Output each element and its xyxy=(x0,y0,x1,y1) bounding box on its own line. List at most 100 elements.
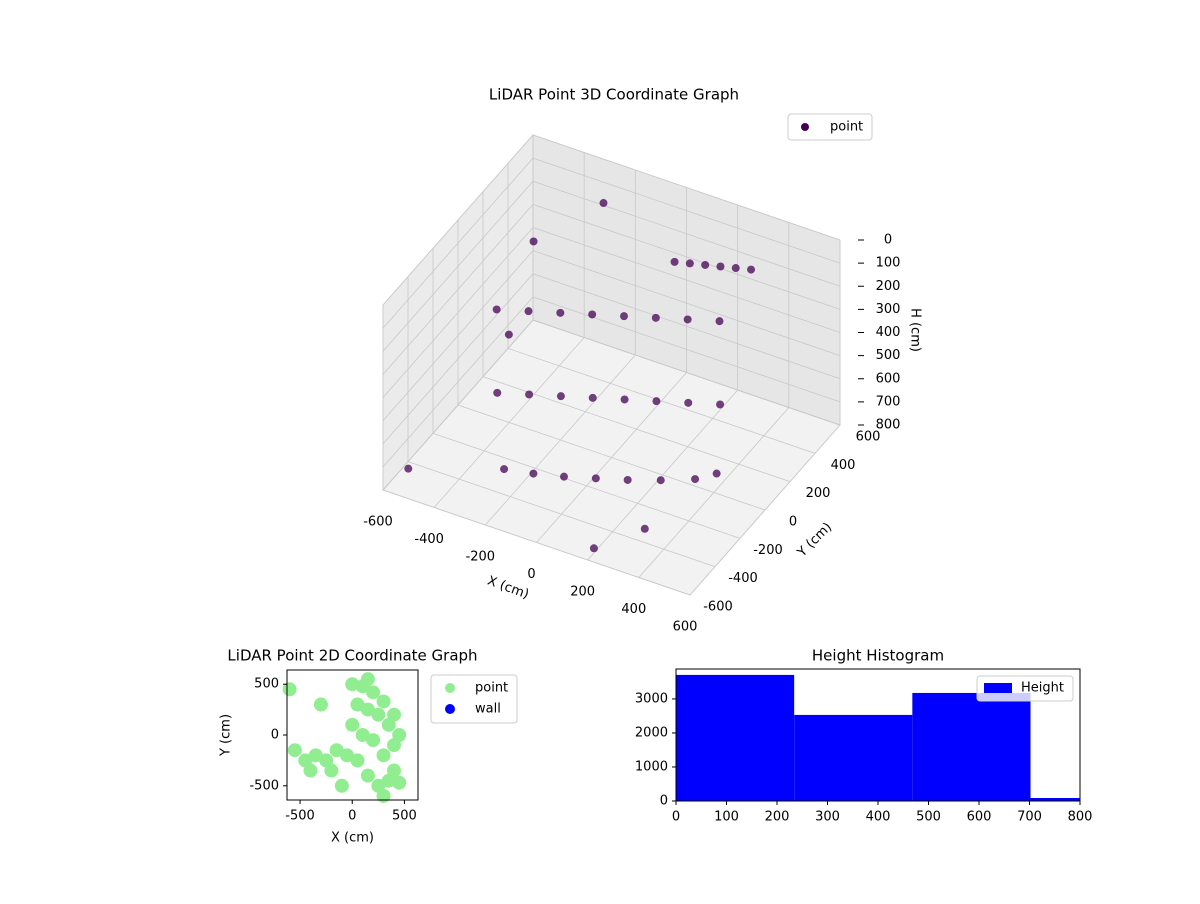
y-tick-label: 2000 xyxy=(635,725,668,740)
y-tick-label: 0 xyxy=(789,515,797,530)
point xyxy=(716,400,725,409)
point xyxy=(381,717,396,732)
grid-line xyxy=(382,134,534,306)
point xyxy=(620,395,629,404)
point xyxy=(355,728,370,742)
point xyxy=(376,788,391,803)
x-tick-label: 500 xyxy=(392,809,417,824)
point xyxy=(350,753,365,768)
legend-marker xyxy=(801,123,809,131)
point xyxy=(329,743,344,758)
point xyxy=(556,392,565,401)
point xyxy=(747,265,756,274)
x-tick-label: 500 xyxy=(916,810,941,825)
point xyxy=(588,393,597,402)
x-tick-label: 700 xyxy=(1017,810,1042,825)
point xyxy=(656,476,665,485)
legend-label: Height xyxy=(1021,681,1064,696)
x-tick-label: -200 xyxy=(466,550,496,565)
point xyxy=(381,773,396,788)
point xyxy=(529,237,538,246)
point xyxy=(731,264,740,273)
point xyxy=(345,677,360,692)
point xyxy=(712,469,721,478)
point xyxy=(303,763,318,778)
grid-line xyxy=(532,250,841,357)
x-tick-label: 300 xyxy=(815,810,840,825)
grid-line xyxy=(382,489,691,596)
point xyxy=(525,390,534,399)
point xyxy=(340,748,355,763)
legend-label: point xyxy=(830,120,863,135)
point xyxy=(691,475,700,484)
point xyxy=(504,330,513,339)
point xyxy=(651,313,660,322)
z-tick-label: 500 xyxy=(876,348,901,363)
grid-line xyxy=(532,134,841,241)
y-tick-label: 200 xyxy=(806,486,831,501)
x-tick-label: 600 xyxy=(673,620,698,635)
legend-marker xyxy=(445,704,455,714)
x-tick-label: -500 xyxy=(285,809,315,824)
y-axis-label: Y (cm) xyxy=(219,714,234,757)
point xyxy=(376,694,391,709)
z-tick-label: 400 xyxy=(876,325,901,340)
point xyxy=(685,259,694,268)
x-tick-label: -400 xyxy=(414,532,444,547)
point xyxy=(350,697,365,712)
y-tick-label: 0 xyxy=(660,794,668,809)
legend-box xyxy=(976,675,1074,702)
grid-line xyxy=(457,404,766,511)
point xyxy=(366,685,381,700)
point xyxy=(386,738,401,753)
grid-line xyxy=(532,157,841,264)
bar xyxy=(912,692,1031,801)
point xyxy=(324,763,339,778)
point xyxy=(282,682,297,697)
x-tick-label: 200 xyxy=(765,810,790,825)
z-tick-label: 300 xyxy=(876,302,901,317)
point xyxy=(360,702,375,717)
y-tick-label: -500 xyxy=(249,778,279,793)
grid-line xyxy=(532,227,841,333)
grid-line xyxy=(382,204,534,375)
point xyxy=(623,475,632,484)
point xyxy=(715,317,724,326)
bar xyxy=(794,714,913,801)
legend-box xyxy=(787,113,873,141)
point xyxy=(652,397,661,406)
y-tick-label: 500 xyxy=(254,677,279,692)
grid-line xyxy=(532,319,841,426)
y-tick-label: -200 xyxy=(753,543,783,558)
legend-label: point xyxy=(475,681,508,696)
y-tick-label: -600 xyxy=(703,600,733,615)
grid-line xyxy=(432,432,741,539)
point xyxy=(366,733,381,748)
point xyxy=(492,305,501,314)
point xyxy=(500,465,509,474)
x-tick-label: 200 xyxy=(570,585,595,600)
x-tick-label: 0 xyxy=(672,810,680,825)
point xyxy=(392,775,407,790)
x-tick-label: 0 xyxy=(527,567,535,582)
grid-line xyxy=(532,273,841,380)
y-axis-label: Y (cm) xyxy=(794,520,835,561)
point xyxy=(589,544,598,553)
z-tick-label: 600 xyxy=(876,371,901,386)
point xyxy=(371,707,386,722)
z-tick-label: 0 xyxy=(884,233,892,248)
point xyxy=(560,472,568,481)
z-axis-label: H (cm) xyxy=(908,308,923,352)
bar xyxy=(1030,798,1080,801)
point xyxy=(556,308,565,317)
point xyxy=(529,469,538,478)
point xyxy=(308,748,323,763)
y-tick-label: 1000 xyxy=(635,759,668,774)
x-tick-label: 400 xyxy=(621,602,646,617)
z-tick-label: 800 xyxy=(876,418,901,433)
y-tick-label: 0 xyxy=(271,728,279,743)
point xyxy=(287,743,302,758)
legend-patch xyxy=(984,683,1012,693)
point xyxy=(524,307,533,316)
y-tick-label: 400 xyxy=(831,458,856,473)
